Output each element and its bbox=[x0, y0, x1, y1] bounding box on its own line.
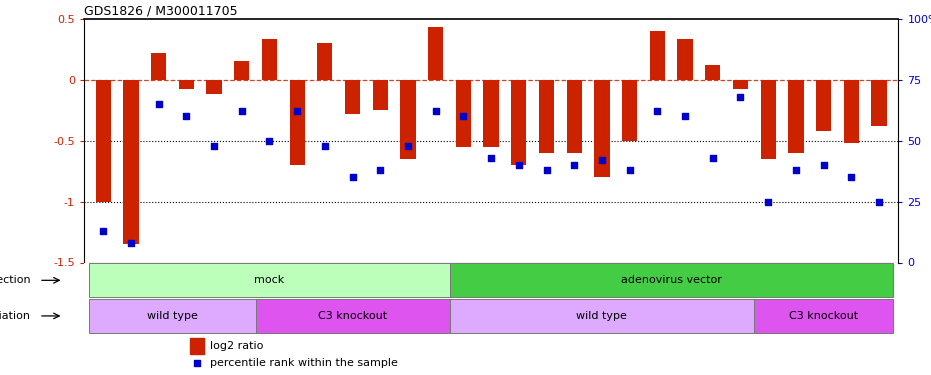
Bar bbox=[871, 80, 886, 126]
Text: wild type: wild type bbox=[147, 311, 198, 321]
Bar bbox=[372, 80, 388, 110]
Point bbox=[595, 157, 610, 163]
Bar bbox=[789, 80, 803, 153]
Point bbox=[650, 108, 665, 114]
Bar bbox=[190, 338, 204, 354]
Bar bbox=[428, 27, 443, 80]
Bar bbox=[207, 80, 222, 94]
Text: genotype/variation: genotype/variation bbox=[0, 311, 31, 321]
Point bbox=[622, 167, 637, 173]
Text: GDS1826 / M300011705: GDS1826 / M300011705 bbox=[84, 4, 237, 18]
Point bbox=[124, 240, 139, 246]
Bar bbox=[511, 80, 526, 165]
Point bbox=[511, 162, 526, 168]
Point bbox=[484, 154, 499, 160]
Point bbox=[345, 174, 360, 180]
Point bbox=[317, 142, 332, 148]
Bar bbox=[843, 80, 859, 143]
Bar bbox=[345, 80, 360, 114]
Bar bbox=[450, 263, 893, 297]
Bar bbox=[483, 80, 499, 147]
Text: wild type: wild type bbox=[576, 311, 627, 321]
Point bbox=[761, 199, 776, 205]
Point bbox=[678, 113, 693, 119]
Bar bbox=[539, 80, 554, 153]
Point bbox=[400, 142, 415, 148]
Point bbox=[816, 162, 831, 168]
Point bbox=[235, 108, 250, 114]
Bar bbox=[754, 299, 893, 333]
Text: C3 knockout: C3 knockout bbox=[318, 311, 387, 321]
Bar bbox=[89, 299, 256, 333]
Bar bbox=[234, 62, 250, 80]
Text: C3 knockout: C3 knockout bbox=[789, 311, 858, 321]
Bar bbox=[179, 80, 194, 90]
Point bbox=[428, 108, 443, 114]
Bar bbox=[650, 31, 665, 80]
Bar bbox=[317, 43, 332, 80]
Bar bbox=[96, 80, 111, 202]
Bar bbox=[456, 80, 471, 147]
Point bbox=[372, 167, 387, 173]
Point bbox=[207, 142, 222, 148]
Text: adenovirus vector: adenovirus vector bbox=[621, 275, 722, 285]
Bar bbox=[151, 53, 167, 80]
Point bbox=[456, 113, 471, 119]
Bar bbox=[567, 80, 582, 153]
Bar bbox=[733, 80, 749, 90]
Point bbox=[539, 167, 554, 173]
Bar bbox=[450, 299, 754, 333]
Text: infection: infection bbox=[0, 275, 31, 285]
Point bbox=[706, 154, 721, 160]
Point bbox=[262, 138, 277, 144]
Bar bbox=[705, 65, 721, 80]
Text: percentile rank within the sample: percentile rank within the sample bbox=[210, 358, 398, 368]
Point bbox=[151, 101, 166, 107]
Bar bbox=[262, 39, 277, 80]
Bar bbox=[256, 299, 450, 333]
Point bbox=[789, 167, 803, 173]
Bar bbox=[594, 80, 610, 177]
Point bbox=[290, 108, 304, 114]
Bar bbox=[761, 80, 776, 159]
Bar bbox=[123, 80, 139, 244]
Point bbox=[843, 174, 858, 180]
Point bbox=[733, 94, 748, 100]
Bar bbox=[816, 80, 831, 131]
Bar bbox=[290, 80, 304, 165]
Bar bbox=[89, 263, 450, 297]
Bar bbox=[622, 80, 637, 141]
Text: mock: mock bbox=[254, 275, 285, 285]
Bar bbox=[678, 39, 693, 80]
Bar bbox=[400, 80, 415, 159]
Point bbox=[179, 113, 194, 119]
Point bbox=[871, 199, 886, 205]
Text: log2 ratio: log2 ratio bbox=[210, 341, 263, 351]
Point bbox=[96, 228, 111, 234]
Point bbox=[567, 162, 582, 168]
